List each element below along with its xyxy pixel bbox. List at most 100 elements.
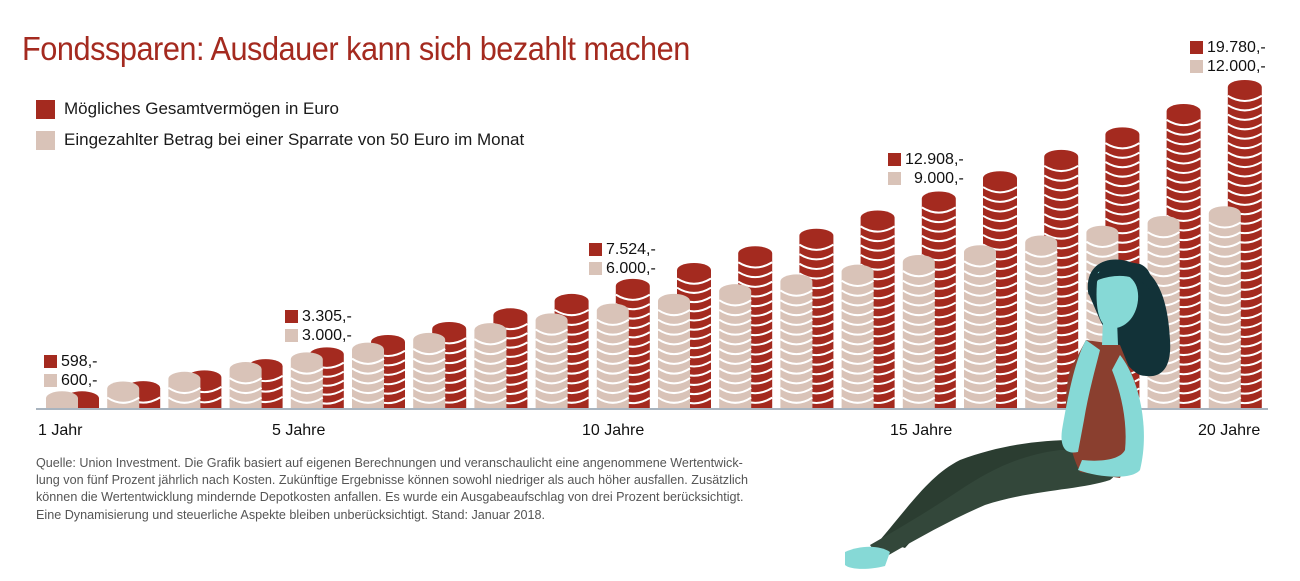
coin-separator [737,271,773,279]
coin-separator [860,225,896,233]
coin-separator [657,386,691,395]
coin-separator [1208,250,1242,258]
paid-stack-year-3-body [168,371,201,408]
paid-stack-year-4 [229,362,263,408]
coin-separator [860,235,896,243]
coin-separator [1166,128,1202,136]
paid-stack-year-2 [106,381,140,408]
coin-separator [1043,232,1079,240]
coin-separator [737,261,773,269]
total-value: 598,- [61,353,98,370]
coin-separator [676,277,712,285]
paid-stack-year-15-body [902,254,935,408]
coin-separator [1104,208,1140,216]
coin-separator [473,386,507,395]
paid-swatch [285,329,298,342]
coin-separator [798,262,834,270]
coin-separator [1227,104,1263,112]
coin-separator [1208,328,1242,336]
coin-separator [1024,367,1058,375]
coin-separator [1104,180,1140,188]
coin-separator [290,386,324,395]
coin-separator [1208,357,1242,365]
data-label-year-20: 19.780,- 12.000,- [1190,38,1266,76]
coin-separator [229,396,263,404]
total-value: 12.908,- [905,151,964,168]
paid-value: 6.000,- [606,260,656,277]
coin-separator [963,357,997,365]
coin-separator [1208,240,1242,249]
coin-separator [1208,386,1242,395]
woman-illustration [845,259,1171,569]
coin-separator [1208,396,1242,404]
coin-separator [1147,240,1181,249]
coin-separator [963,367,997,375]
paid-stack-year-3 [167,371,201,408]
coin-separator [718,338,752,346]
legend-item-total: Mögliches Gesamtvermögen in Euro [36,99,339,119]
coin-separator [963,299,997,307]
coin-separator [841,279,875,287]
coin-separator [473,377,507,385]
coin-separator [535,348,569,356]
coin-separator [1227,170,1263,178]
coin-separator [1024,309,1058,317]
paid-stack-year-5 [290,352,324,408]
coin-separator [1208,377,1242,385]
paid-stack-year-1 [46,391,78,408]
coin-separator [779,289,813,297]
coin-separator [1104,170,1140,178]
paid-stack-year-11 [657,293,691,408]
coin-separator [412,357,446,365]
coin-separator [1208,289,1242,297]
coin-separator [1208,309,1242,317]
coin-separator [779,348,813,356]
paid-swatch [1190,60,1203,73]
coin-separator [779,299,813,307]
coin-separator [860,244,896,252]
footnote-line: lung von fünf Prozent jährlich nach Kost… [36,473,748,488]
coin-separator [1227,113,1263,121]
paid-swatch [44,374,57,387]
coin-separator [596,386,630,395]
coin-separator [1227,142,1263,150]
x-tick-label: 20 Jahre [1198,422,1261,439]
coin-separator [351,357,385,365]
coin-separator [860,254,896,262]
coin-separator [1227,123,1263,131]
total-swatch [589,243,602,256]
leg-front [870,450,1116,560]
coin-separator [982,234,1018,242]
coin-separator [718,309,752,317]
coin-separator [473,348,507,356]
coin-separator [1104,189,1140,197]
coin-separator [921,216,957,224]
coin-separator [657,328,691,336]
coin-separator [1024,260,1058,268]
coin-separator [1024,377,1058,385]
coin-separator [963,386,997,395]
legend-label-total: Mögliches Gesamtvermögen in Euro [64,99,339,118]
coin-separator [902,328,936,336]
coin-separator [963,377,997,385]
coin-separator [779,367,813,375]
total-value: 3.305,- [302,308,352,325]
coin-separator [1024,357,1058,365]
paid-stack-year-8-body [474,323,507,408]
coin-separator [1085,250,1119,258]
coin-separator [657,348,691,356]
coin-separator [902,386,936,395]
arm-left [1061,340,1100,453]
coin-separator [798,243,834,251]
coin-separator [657,309,691,317]
coin-separator [982,214,1018,223]
paid-stack-year-7-body [413,332,446,408]
coin-separator [841,328,875,336]
coin-separator [779,328,813,336]
coin-separator [657,318,691,326]
coin-separator [963,260,997,268]
coin-separator [657,367,691,375]
coin-separator [657,396,691,404]
coin-separator [1166,195,1202,203]
coin-separator [473,338,507,346]
